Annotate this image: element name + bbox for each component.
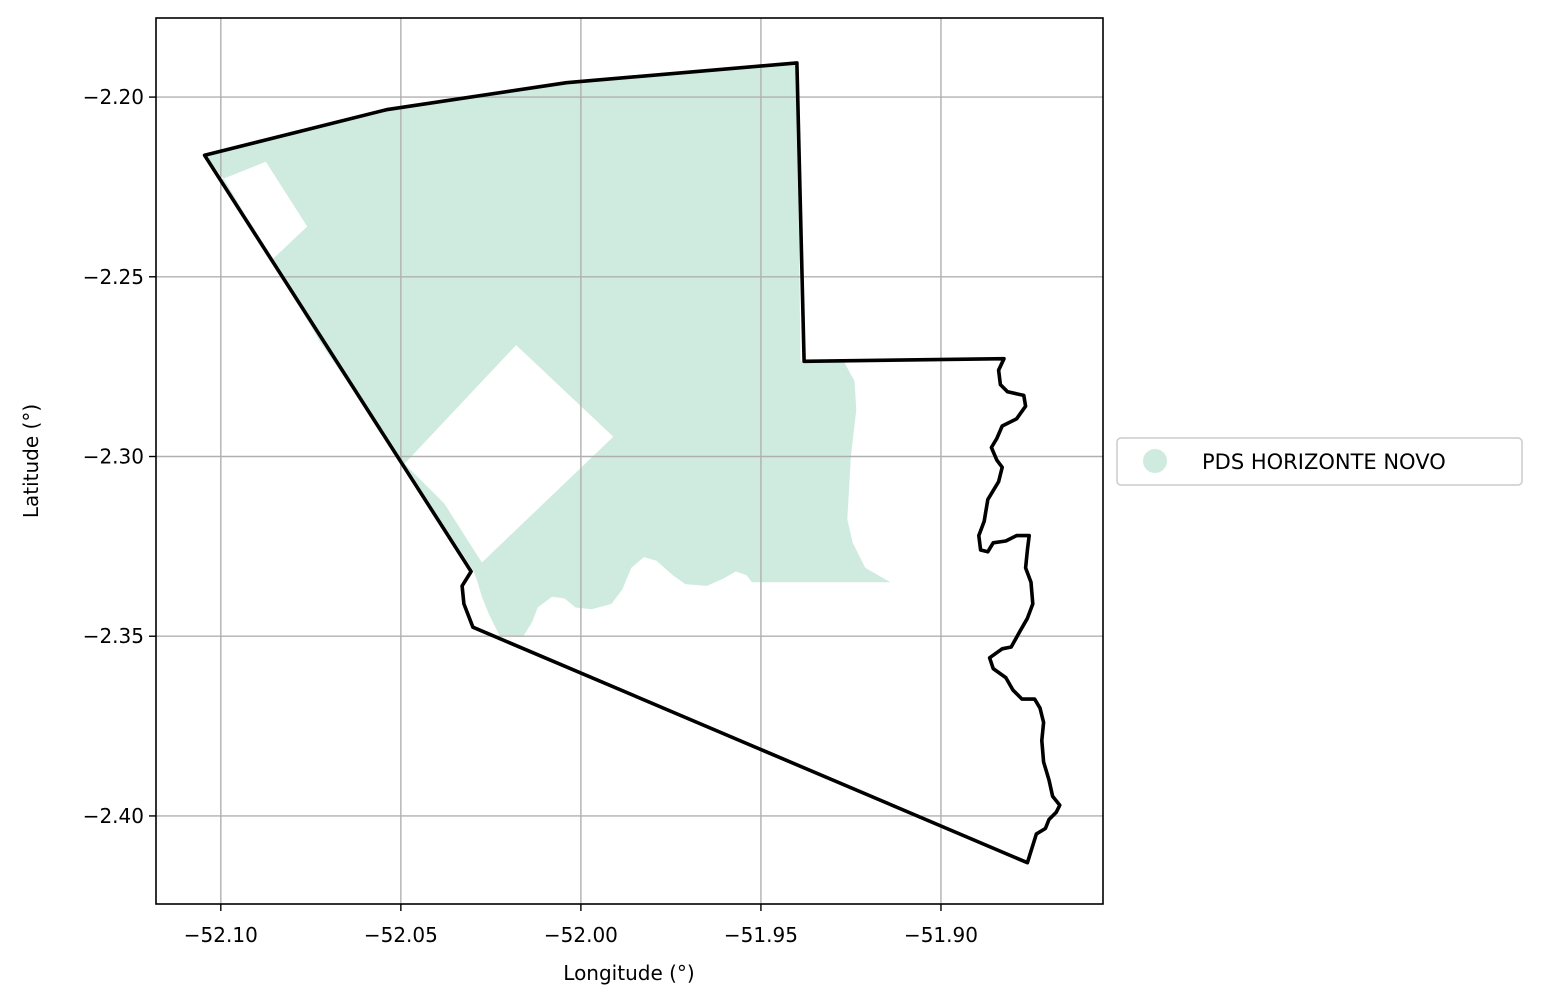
- legend: PDS HORIZONTE NOVO: [1116, 437, 1523, 486]
- x-tick-label: −52.00: [544, 923, 618, 947]
- x-tick-label: −51.90: [904, 923, 978, 947]
- axes-frame: [155, 17, 1104, 905]
- x-tick-label: −52.10: [184, 923, 258, 947]
- y-tick-label: −2.20: [83, 85, 144, 109]
- y-tick-label: −2.40: [83, 804, 144, 828]
- y-tick-label: −2.30: [83, 445, 144, 469]
- x-axis-ticks: −52.10 −52.05 −52.00 −51.95 −51.90: [184, 904, 978, 947]
- legend-label: PDS HORIZONTE NOVO: [1202, 450, 1446, 474]
- x-tick-label: −51.95: [724, 923, 798, 947]
- x-axis-label: Longitude (°): [563, 961, 694, 985]
- municipality-boundary: [202, 61, 1062, 865]
- boundary-layer: [202, 61, 1062, 865]
- settlement-fill-layer: [204, 62, 891, 637]
- y-axis-ticks: −2.20 −2.25 −2.30 −2.35 −2.40: [83, 85, 156, 828]
- x-tick-label: −52.05: [364, 923, 438, 947]
- y-axis-label: Latitude (°): [19, 404, 43, 518]
- plot-area: [155, 17, 1104, 905]
- legend-box: [1116, 437, 1523, 486]
- y-tick-label: −2.35: [83, 624, 144, 648]
- settlement-area-polygon: [204, 62, 891, 637]
- grid-layer: [156, 18, 1103, 904]
- legend-marker: [1143, 449, 1167, 473]
- y-tick-label: −2.25: [83, 265, 144, 289]
